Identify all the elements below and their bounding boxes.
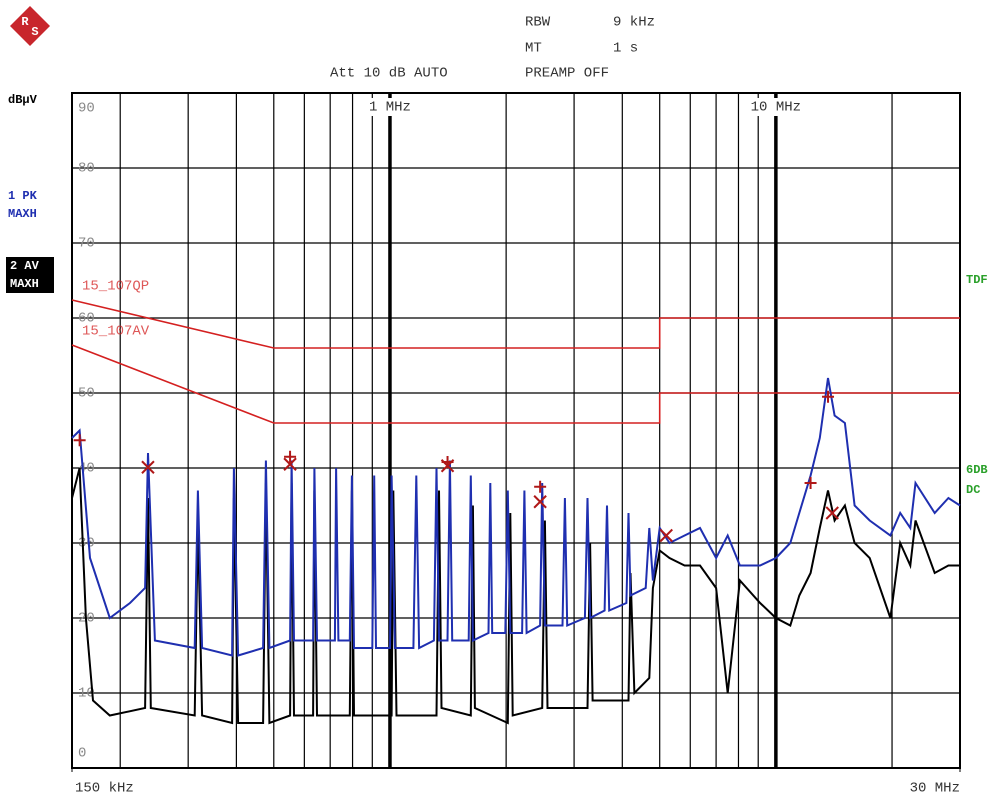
trace-line — [71, 344, 960, 424]
marker-stroke — [141, 460, 155, 474]
logo-letter: S — [31, 25, 38, 39]
x-tick-label: 1 MHz — [369, 100, 411, 116]
limit-label: 15_107AV — [82, 324, 150, 340]
logo: R S — [10, 6, 50, 46]
y-tick-label: 0 — [78, 746, 86, 762]
plot-frame — [71, 92, 961, 769]
marker — [822, 390, 835, 403]
trace-2-badge — [6, 257, 54, 293]
x-tick-label: 10 MHz — [751, 100, 801, 116]
side-label: DC — [966, 483, 980, 497]
marker — [440, 459, 455, 473]
trace-1-detector: MAXH — [8, 207, 37, 221]
trace-2-label: 2 AV — [10, 259, 40, 273]
marker-stroke — [659, 528, 673, 543]
rbw-value: 9 kHz — [613, 15, 655, 31]
y-tick-label: 10 — [78, 686, 95, 702]
tdf-label: TDF — [966, 273, 988, 287]
marker — [533, 495, 547, 509]
y-tick-label: 50 — [78, 386, 95, 402]
y-tick-label: 60 — [78, 311, 95, 327]
logo-letter: R — [21, 15, 29, 29]
marker — [283, 457, 297, 471]
marker — [284, 450, 297, 463]
trace-2-detector: MAXH — [10, 277, 39, 291]
x-tick-label: 30 MHz — [910, 781, 960, 797]
marker-stroke — [804, 477, 817, 489]
marker-stroke — [440, 459, 455, 473]
logo-diamond — [10, 6, 50, 46]
marker-stroke — [533, 495, 547, 509]
marker — [141, 460, 155, 474]
marker-stroke — [822, 390, 835, 403]
tick-label-bg — [361, 98, 418, 116]
mt-label: MT — [525, 41, 542, 57]
marker-stroke — [534, 480, 547, 493]
y-tick-label: 80 — [78, 161, 95, 177]
trace-line — [71, 377, 961, 657]
y-tick-label: 30 — [78, 536, 95, 552]
tick-label-bg — [747, 98, 804, 116]
x-tick-label: 150 kHz — [75, 781, 134, 797]
marker — [534, 480, 547, 493]
marker-stroke — [825, 506, 839, 520]
trace-line — [71, 299, 960, 349]
marker-stroke — [284, 450, 297, 463]
marker — [659, 528, 673, 543]
trace-1-label: 1 PK — [8, 189, 38, 203]
y-tick-label: 90 — [78, 101, 95, 117]
marker-stroke — [283, 457, 297, 471]
mt-value: 1 s — [613, 41, 638, 57]
marker — [73, 434, 86, 447]
y-tick-label: 70 — [78, 236, 95, 252]
preamp: PREAMP OFF — [525, 66, 609, 82]
y-unit: dBµV — [8, 93, 38, 107]
limit-label: 15_107QP — [82, 279, 149, 295]
rbw-label: RBW — [525, 15, 551, 31]
marker-stroke — [73, 434, 86, 447]
side-label: 6DB — [966, 463, 988, 477]
marker — [825, 506, 839, 520]
marker — [804, 477, 817, 489]
attenuation: Att 10 dB AUTO — [330, 66, 448, 82]
